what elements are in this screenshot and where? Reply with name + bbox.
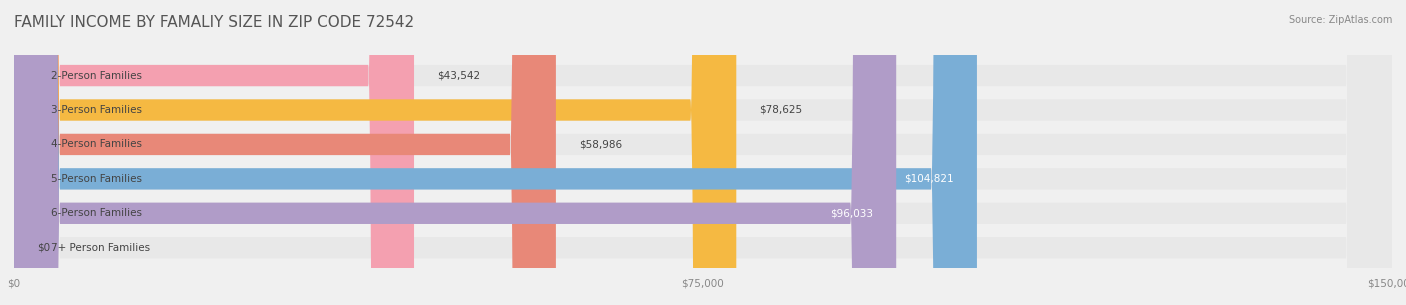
- Text: $96,033: $96,033: [830, 208, 873, 218]
- FancyBboxPatch shape: [14, 0, 1392, 305]
- FancyBboxPatch shape: [14, 0, 737, 305]
- FancyBboxPatch shape: [14, 0, 1392, 305]
- FancyBboxPatch shape: [14, 0, 1392, 305]
- Text: $58,986: $58,986: [579, 139, 621, 149]
- Text: $104,821: $104,821: [904, 174, 953, 184]
- Text: $0: $0: [37, 243, 51, 253]
- FancyBboxPatch shape: [14, 0, 1392, 305]
- Text: $78,625: $78,625: [759, 105, 803, 115]
- Text: 2-Person Families: 2-Person Families: [51, 70, 142, 81]
- Text: FAMILY INCOME BY FAMALIY SIZE IN ZIP CODE 72542: FAMILY INCOME BY FAMALIY SIZE IN ZIP COD…: [14, 15, 415, 30]
- FancyBboxPatch shape: [14, 0, 1392, 305]
- Text: 4-Person Families: 4-Person Families: [51, 139, 142, 149]
- FancyBboxPatch shape: [14, 0, 555, 305]
- Text: 3-Person Families: 3-Person Families: [51, 105, 142, 115]
- Text: 7+ Person Families: 7+ Person Families: [51, 243, 150, 253]
- FancyBboxPatch shape: [14, 0, 413, 305]
- FancyBboxPatch shape: [14, 0, 977, 305]
- Text: 6-Person Families: 6-Person Families: [51, 208, 142, 218]
- Text: Source: ZipAtlas.com: Source: ZipAtlas.com: [1288, 15, 1392, 25]
- FancyBboxPatch shape: [14, 0, 1392, 305]
- Text: $43,542: $43,542: [437, 70, 479, 81]
- FancyBboxPatch shape: [14, 0, 896, 305]
- Text: 5-Person Families: 5-Person Families: [51, 174, 142, 184]
